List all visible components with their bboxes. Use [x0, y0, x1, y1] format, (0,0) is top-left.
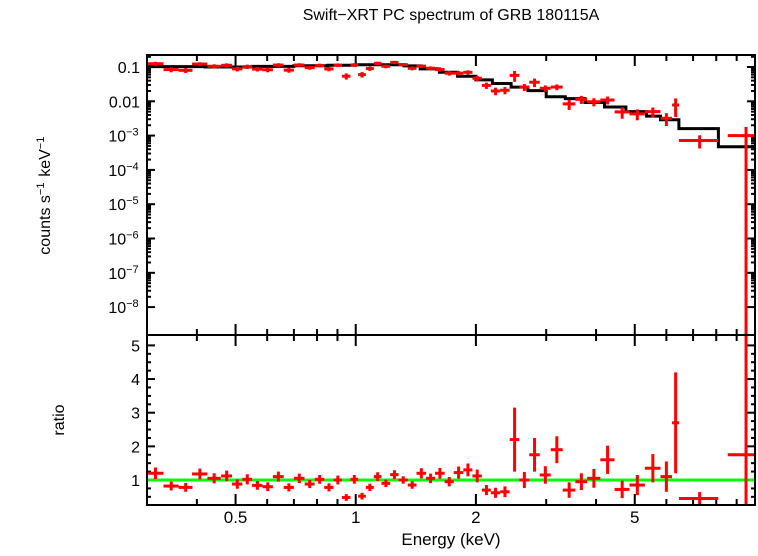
spectrum-y-tick-label: 10−7 — [108, 264, 140, 283]
spectrum-y-tick-label: 10−5 — [108, 195, 140, 214]
ratio-y-tick-label: 4 — [131, 372, 140, 389]
panel-frames — [146, 54, 756, 506]
spectrum-y-tick-label: 0.01 — [109, 94, 140, 111]
x-tick-label: 0.5 — [224, 508, 248, 527]
chart-title: Swift−XRT PC spectrum of GRB 180115A — [302, 7, 600, 24]
x-tick-label: 1 — [351, 508, 360, 527]
ratio-y-tick-label: 2 — [131, 439, 140, 456]
ratio-y-axis-title: ratio — [51, 404, 68, 435]
model-line — [147, 63, 755, 149]
spectrum-y-tick-label: 10−3 — [108, 127, 140, 146]
tick-labels: 0.1 0.01 10−3 10−4 10−5 10−6 10−7 10−8 1 2 3… — [108, 60, 639, 527]
axis-titles: counts s−1 keV−1 ratio — [35, 135, 68, 436]
data-points-ratio — [147, 336, 755, 504]
spectrum-y-tick-label: 0.1 — [118, 60, 140, 77]
data-points-spectrum — [147, 60, 755, 335]
x-tick-label: 5 — [630, 508, 639, 527]
spectrum-y-axis-title: counts s−1 keV−1 — [35, 135, 54, 254]
ratio-y-tick-label: 3 — [131, 406, 140, 423]
x-axis-title: Energy (keV) — [401, 530, 501, 549]
axis-ticks — [147, 55, 755, 505]
ratio-y-tick-label: 5 — [131, 338, 140, 355]
spectrum-y-tick-label: 10−4 — [108, 161, 140, 180]
spectrum-y-tick-label: 10−6 — [108, 230, 140, 249]
x-tick-label: 2 — [471, 508, 480, 527]
spectrum-y-tick-label: 10−8 — [108, 298, 140, 317]
ratio-y-tick-label: 1 — [131, 473, 140, 490]
